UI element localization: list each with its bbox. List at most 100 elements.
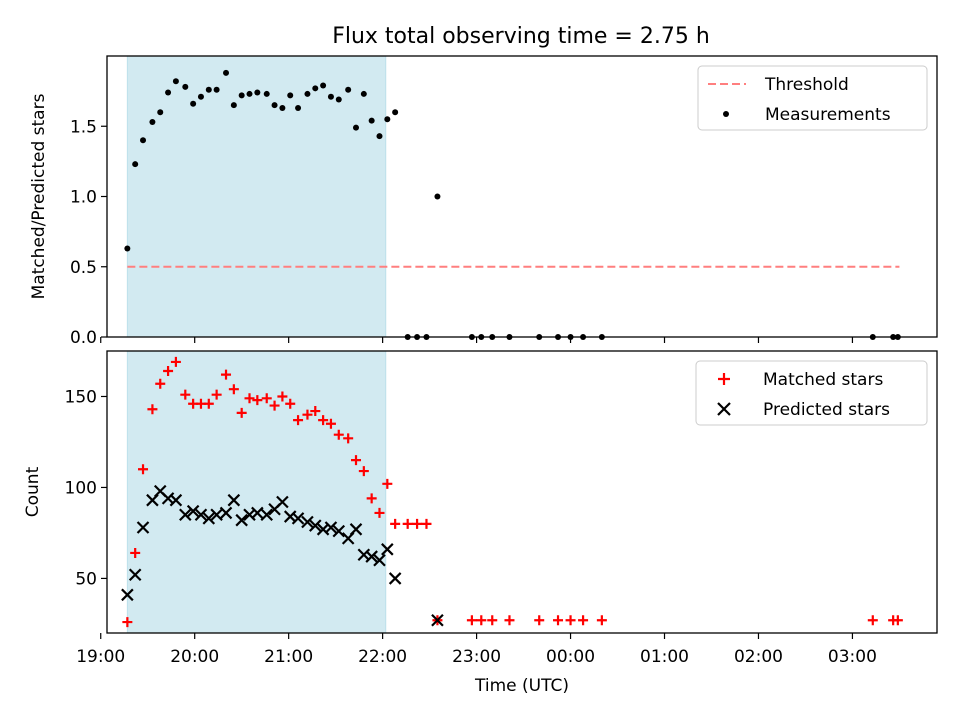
matched-star-point	[147, 404, 158, 415]
matched-star-point	[578, 615, 589, 626]
matched-star-point	[476, 615, 487, 626]
measurement-point	[360, 90, 367, 97]
measurement-point	[312, 85, 319, 92]
matched-star-point	[534, 615, 545, 626]
matched-star-point	[285, 398, 296, 409]
matched-star-point	[596, 615, 607, 626]
matched-star-point	[122, 617, 133, 628]
y-tick-label: 0.0	[70, 328, 97, 348]
measurement-point	[238, 92, 245, 99]
y-tick-label: 50	[75, 569, 97, 589]
matched-star-point	[358, 466, 369, 477]
legend-label: Predicted stars	[763, 400, 890, 420]
measurement-point	[157, 109, 164, 116]
matched-star-point	[318, 415, 329, 426]
measurement-point	[254, 89, 261, 96]
matched-star-point	[170, 356, 181, 367]
matched-star-point	[310, 406, 321, 417]
measurement-point	[392, 109, 399, 116]
measurement-point	[335, 96, 342, 103]
y-axis-label: Count	[23, 466, 43, 517]
x-tick-label: 20:00	[170, 647, 219, 667]
legend-box	[695, 360, 928, 426]
matched-star-point	[252, 395, 263, 406]
matched-star-point	[302, 409, 313, 420]
measurement-point	[287, 92, 294, 99]
measurement-point	[304, 90, 311, 97]
predicted-star-point	[186, 504, 200, 518]
legend: Matched stars Predicted stars	[695, 360, 928, 426]
predicted-star-point	[388, 572, 402, 585]
legend-label: Threshold	[764, 75, 849, 95]
predicted-star-point	[210, 508, 223, 522]
matched-star-point	[343, 433, 354, 444]
matched-star-point	[421, 518, 432, 529]
observing-span-shading	[126, 55, 387, 338]
matched-star-point	[203, 398, 214, 409]
predicted-star-point	[381, 543, 394, 556]
series-predicted-stars	[121, 484, 444, 627]
measurement-point	[190, 100, 197, 107]
predicted-star-point	[219, 506, 233, 520]
x-tick-label: 02:00	[734, 647, 783, 667]
matched-star-point	[565, 615, 576, 626]
measurement-point	[368, 117, 375, 124]
matched-star-point	[163, 366, 174, 377]
predicted-star-point	[373, 553, 386, 567]
predicted-star-point	[332, 524, 346, 538]
measurement-point	[376, 133, 383, 140]
matched-star-point	[374, 507, 385, 518]
matched-star-point	[180, 389, 191, 400]
matched-star-point	[236, 407, 247, 418]
legend-predicted-swatch	[717, 402, 731, 416]
measurement-point	[327, 93, 334, 100]
matched-star-point	[867, 615, 878, 626]
matched-star-point	[138, 464, 149, 475]
predicted-star-point	[194, 508, 208, 522]
x-axis-label: Time (UTC)	[474, 676, 569, 696]
matched-star-point	[277, 391, 288, 402]
measurement-point	[353, 124, 359, 131]
measurement-point	[132, 161, 139, 168]
legend: Threshold Measurements	[697, 65, 928, 131]
measurement-point	[149, 119, 156, 126]
matched-star-point	[382, 478, 393, 489]
measurement-point	[345, 86, 352, 93]
predicted-star-point	[260, 508, 274, 522]
legend-matched-swatch	[718, 373, 730, 385]
matched-star-point	[504, 615, 515, 626]
measurement-point	[246, 90, 253, 97]
predicted-star-point	[121, 588, 134, 602]
y-axis-label: Matched/Predicted stars	[29, 93, 49, 299]
matched-star-point	[228, 384, 239, 395]
x-tick-label: 21:00	[264, 647, 313, 667]
legend-measurement-swatch	[723, 111, 729, 117]
measurement-point	[205, 86, 212, 93]
series-matched-stars	[122, 356, 903, 628]
predicted-star-point	[291, 512, 305, 525]
matched-star-point	[293, 415, 304, 426]
measurement-point	[213, 86, 220, 93]
measurement-point	[263, 90, 270, 97]
predicted-star-point	[276, 495, 289, 509]
measurement-point	[384, 116, 391, 123]
y-tick-label: 1.0	[70, 188, 97, 208]
legend-label: Measurements	[765, 105, 891, 125]
predicted-star-point	[202, 512, 216, 525]
y-tick-label: 100	[65, 478, 97, 498]
matched-star-point	[211, 389, 222, 400]
predicted-star-point	[128, 568, 142, 582]
legend-box	[697, 65, 928, 131]
matched-star-point	[244, 393, 255, 404]
matched-star-point	[325, 418, 336, 429]
predicted-star-point	[227, 493, 241, 507]
predicted-star-point	[324, 521, 338, 534]
matched-star-point	[466, 615, 477, 626]
measurement-point	[182, 83, 189, 90]
predicted-star-point	[235, 513, 248, 527]
matched-star-point	[402, 518, 413, 529]
matched-star-point	[261, 393, 272, 404]
x-tick-label: 19:00	[76, 647, 125, 667]
measurement-point	[295, 104, 302, 111]
